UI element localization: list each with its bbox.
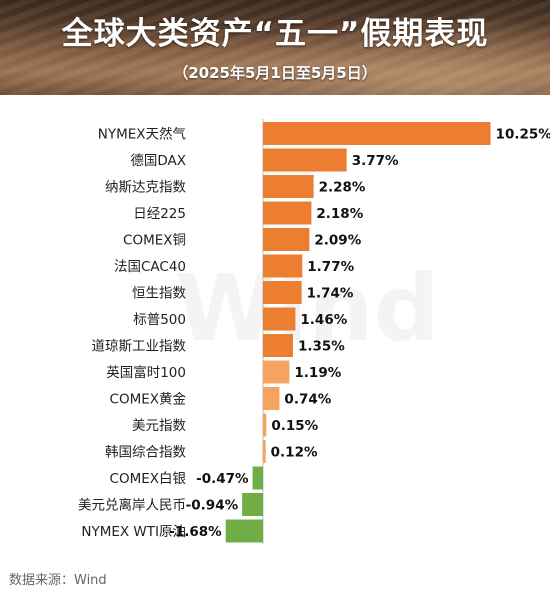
- data-label: 1.35%: [298, 339, 345, 355]
- data-label: 2.09%: [314, 233, 361, 249]
- source-note: 数据来源：Wind: [9, 573, 107, 588]
- chart-title: 全球大类资产“五一”假期表现: [61, 16, 489, 52]
- category-label: 法国CAC40: [114, 259, 186, 275]
- category-label: NYMEX天然气: [98, 126, 186, 143]
- category-label: 恒生指数: [132, 286, 186, 302]
- category-label: 标普500: [133, 312, 186, 328]
- bar: [263, 122, 491, 145]
- data-label: 1.74%: [307, 286, 354, 302]
- bar: [263, 413, 267, 437]
- category-label: COMEX铜: [123, 233, 186, 249]
- category-label: 道琼斯工业指数: [92, 339, 187, 355]
- bar: [263, 254, 303, 278]
- category-label: NYMEX WTI原油: [81, 524, 186, 540]
- bar: [252, 466, 263, 490]
- category-label: 纳斯达克指数: [105, 180, 186, 196]
- chart-subtitle: （2025年5月1日至5月5日）: [173, 64, 377, 82]
- category-label: COMEX白银: [110, 471, 187, 487]
- data-label: 2.28%: [319, 180, 366, 196]
- bar: [263, 201, 312, 225]
- bar: [263, 228, 310, 251]
- data-label: 0.15%: [271, 418, 318, 434]
- category-label: 韩国综合指数: [105, 445, 186, 461]
- bar: [263, 440, 266, 463]
- data-label: 1.46%: [300, 312, 347, 328]
- data-label: 1.19%: [294, 365, 341, 381]
- bar-chart: NYMEX天然气 10.25% 德国DAX 3.77% 纳斯达克指数 2.28% 日经225…: [78, 119, 550, 545]
- bar: [242, 493, 263, 516]
- category-label: 美元兑离岸人民币: [78, 497, 186, 514]
- header-banner: 全球大类资产“五一”假期表现 （2025年5月1日至5月5日）: [0, 0, 550, 95]
- category-label: 日经225: [133, 206, 186, 222]
- category-label: COMEX黄金: [110, 392, 187, 408]
- data-label: 0.12%: [271, 445, 318, 461]
- category-label: 德国DAX: [130, 153, 186, 169]
- data-label: 10.25%: [496, 127, 550, 143]
- data-label: -0.94%: [186, 498, 239, 514]
- category-label: 英国富时100: [106, 364, 186, 381]
- data-label: 3.77%: [352, 153, 399, 169]
- bar: [263, 307, 296, 331]
- bar: [263, 360, 290, 384]
- bar: [263, 387, 280, 410]
- bar: [225, 519, 263, 543]
- category-label: 美元指数: [132, 418, 186, 434]
- data-label: 0.74%: [284, 392, 331, 408]
- data-label: -0.47%: [196, 471, 249, 487]
- bar: [263, 148, 347, 172]
- data-label: 1.77%: [307, 259, 354, 275]
- bar: [263, 175, 314, 198]
- data-label: 2.18%: [316, 206, 363, 222]
- bar: [263, 334, 293, 357]
- bar: [263, 281, 302, 304]
- data-label: -1.68%: [169, 524, 222, 540]
